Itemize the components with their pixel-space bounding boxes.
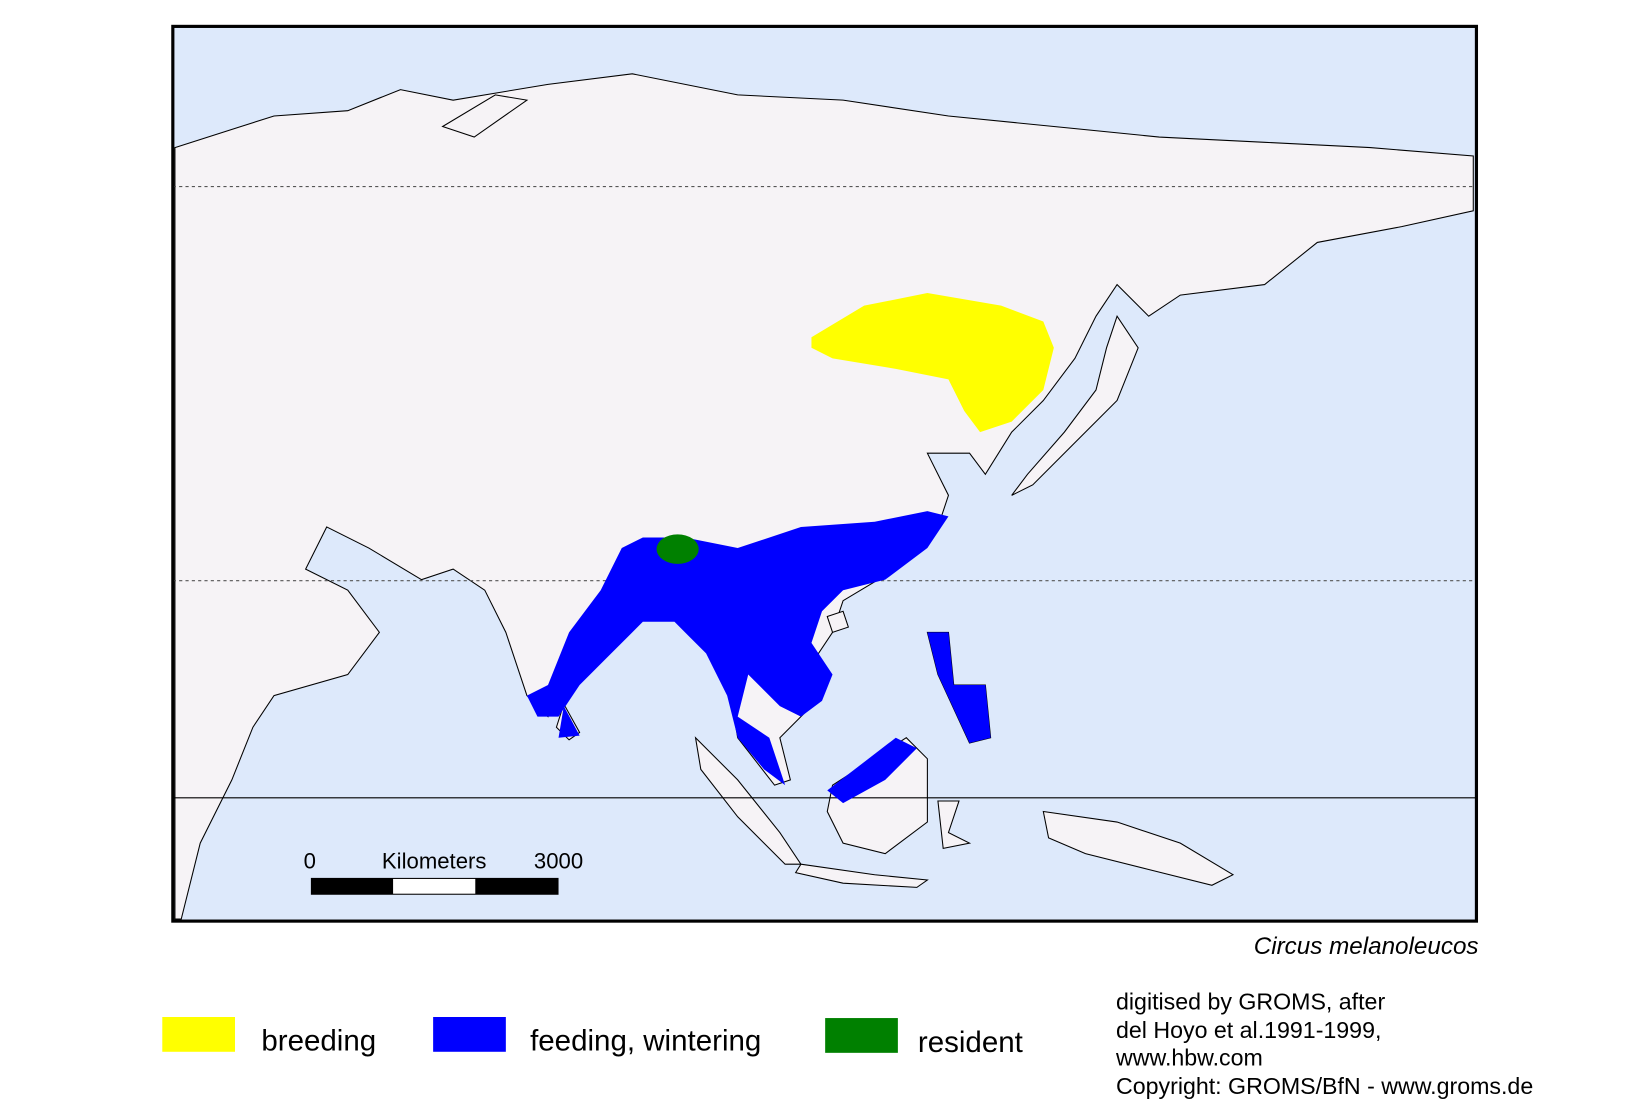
feeding-range-borneo <box>827 737 917 804</box>
feeding-range-sri-lanka <box>558 706 580 738</box>
legend-label: feeding, wintering <box>530 1025 761 1058</box>
resident-range <box>656 534 699 564</box>
sulawesi <box>937 800 972 850</box>
java <box>794 863 929 888</box>
scale-unit: Kilometers <box>382 848 487 873</box>
feeding-range-philippines <box>927 632 991 744</box>
map-frame <box>171 24 1479 923</box>
credit-line: Copyright: GROMS/BfN - www.groms.de <box>1116 1073 1533 1099</box>
species-name: Circus melanoleucos <box>1254 933 1479 960</box>
feeding-range <box>526 511 991 804</box>
credit-line: www.hbw.com <box>1115 1044 1263 1070</box>
legend-label: breeding <box>261 1025 376 1058</box>
scale-end: 3000 <box>534 848 583 873</box>
breeding-range <box>811 293 1054 433</box>
credit-line: del Hoyo et al.1991-1999, <box>1116 1017 1381 1043</box>
legend-swatch <box>433 1017 506 1052</box>
borneo <box>826 737 928 855</box>
feeding-range-mainland <box>526 511 949 786</box>
credits: digitised by GROMS, after del Hoyo et al… <box>1115 989 1533 1099</box>
legend: breeding feeding, wintering resident <box>162 1017 1023 1059</box>
japan <box>1011 315 1139 496</box>
hainan-taiwan <box>826 610 850 634</box>
legend-swatch <box>162 1017 236 1052</box>
new-guinea <box>1042 810 1235 886</box>
sumatra <box>694 736 802 865</box>
scale-bar: 0 Kilometers 3000 <box>304 848 583 895</box>
credit-line: digitised by GROMS, after <box>1116 989 1385 1015</box>
legend-label: resident <box>918 1026 1023 1059</box>
scale-bar-white <box>393 878 476 894</box>
scale-start: 0 <box>304 848 316 873</box>
legend-swatch <box>825 1018 898 1053</box>
novaya-zemlya <box>441 94 529 138</box>
